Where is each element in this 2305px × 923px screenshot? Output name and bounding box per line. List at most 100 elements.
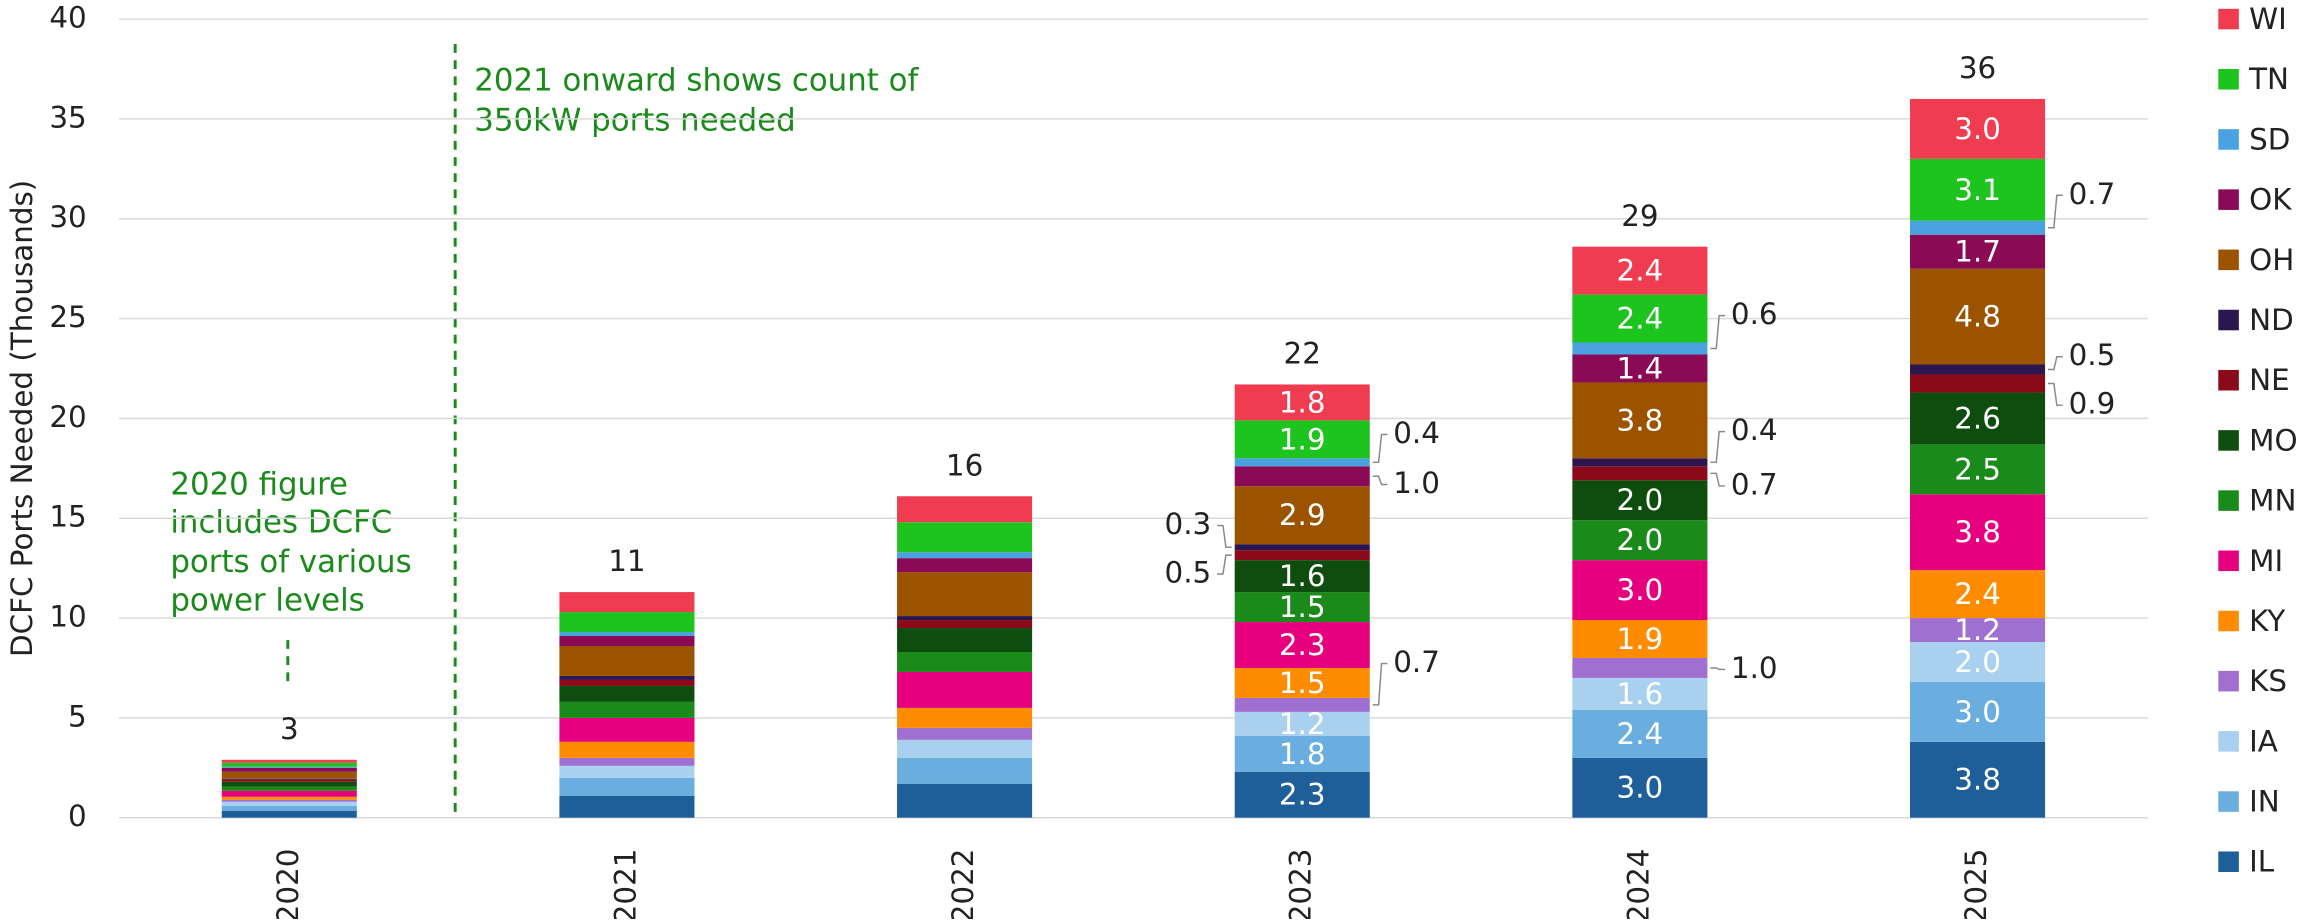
bar-segment xyxy=(1572,354,1708,383)
bar-segment xyxy=(1910,642,2046,682)
leader-line xyxy=(1710,430,1726,464)
total-label: 36 xyxy=(1959,51,1996,85)
bar-segment xyxy=(1572,657,1708,678)
bar-segment xyxy=(1572,458,1708,467)
y-tick-label: 20 xyxy=(49,400,86,434)
bar-segment xyxy=(1572,480,1708,521)
bar-segment xyxy=(221,801,357,806)
bar-segment xyxy=(1234,550,1370,561)
bar-segment xyxy=(897,522,1033,553)
bar-segment xyxy=(221,805,357,811)
bar-segment xyxy=(1572,294,1708,343)
bar-segment xyxy=(1572,466,1708,481)
leader-line xyxy=(1372,475,1388,486)
bar-segment xyxy=(1910,268,2046,365)
data-label: 0.9 xyxy=(2069,387,2116,421)
bar-segment xyxy=(559,592,695,613)
data-label: 1.2 xyxy=(1279,707,1326,741)
bar-segment xyxy=(559,777,695,796)
legend-swatch xyxy=(2218,249,2239,271)
data-label: 2.9 xyxy=(1279,498,1326,532)
bar-segment xyxy=(559,757,695,766)
data-label: 2.4 xyxy=(1617,254,1664,288)
total-label: 29 xyxy=(1621,199,1658,233)
bar-segment xyxy=(1910,234,2046,269)
x-tick-label: 2021 xyxy=(608,849,642,919)
data-label: 0.3 xyxy=(1165,507,1212,541)
bar-segment xyxy=(1234,667,1370,698)
legend-label: KY xyxy=(2249,604,2285,638)
bar-segment xyxy=(559,701,695,718)
data-label: 1.2 xyxy=(1954,613,2001,647)
legend-label: MI xyxy=(2249,544,2283,578)
bar-segment xyxy=(221,781,357,787)
y-tick-label: 5 xyxy=(68,699,87,733)
bar-segment xyxy=(221,778,357,780)
bar-segment xyxy=(1910,681,2046,742)
data-label: 1.0 xyxy=(1731,651,1778,685)
data-label: 1.6 xyxy=(1279,559,1326,593)
legend-swatch xyxy=(2218,791,2239,812)
annotation: 350kW ports needed xyxy=(474,102,795,138)
annotation: 2020 figure xyxy=(170,466,348,502)
bar-segment xyxy=(559,717,695,742)
bar-segment xyxy=(1910,741,2046,818)
data-label: 0.7 xyxy=(1393,645,1440,679)
data-label: 0.5 xyxy=(1165,556,1212,590)
bar-segment xyxy=(1910,374,2046,393)
data-label: 3.8 xyxy=(1954,763,2001,797)
bar-segment xyxy=(1910,364,2046,375)
legend-swatch xyxy=(2218,430,2239,451)
bar-segment xyxy=(559,675,695,680)
x-tick-label: 2020 xyxy=(271,849,305,919)
x-tick-label: 2023 xyxy=(1284,849,1318,919)
x-tick-label: 2025 xyxy=(1959,849,1993,919)
data-label: 0.4 xyxy=(1731,413,1778,447)
bar-segment xyxy=(897,757,1033,784)
legend-swatch xyxy=(2218,731,2239,752)
data-label: 2.0 xyxy=(1954,645,2001,679)
bar-segment xyxy=(221,796,357,800)
bar-segment xyxy=(1910,98,2046,159)
legend-swatch xyxy=(2218,851,2239,873)
bar-segment xyxy=(221,766,357,768)
bar-segment xyxy=(1910,220,2046,235)
legend-swatch xyxy=(2218,610,2239,632)
bar-segment xyxy=(559,741,695,758)
legend-label: TN xyxy=(2248,62,2289,96)
data-label: 3.8 xyxy=(1617,403,1664,437)
legend-label: OK xyxy=(2249,183,2292,217)
annotation: ports of various xyxy=(170,544,411,580)
bar-segment xyxy=(1572,520,1708,561)
bar-segment xyxy=(1572,342,1708,355)
leader-line xyxy=(2048,194,2063,229)
bar-segment xyxy=(1234,544,1370,551)
data-label: 0.7 xyxy=(2069,177,2116,211)
total-label: 11 xyxy=(608,544,645,578)
bar-segment xyxy=(897,783,1033,818)
legend-swatch xyxy=(2218,369,2239,391)
data-label: 0.4 xyxy=(1393,416,1440,450)
data-label: 1.6 xyxy=(1617,677,1664,711)
legend-label: IL xyxy=(2249,845,2275,879)
total-label: 3 xyxy=(280,712,299,746)
x-tick-label: 2022 xyxy=(946,849,980,919)
data-label: 2.5 xyxy=(1954,452,2001,486)
data-label: 1.9 xyxy=(1617,622,1664,656)
bar-segment xyxy=(221,799,357,802)
data-label: 3.0 xyxy=(1954,112,2001,146)
legend-label: MN xyxy=(2249,484,2296,518)
legend-label: KS xyxy=(2249,664,2287,698)
data-label: 3.8 xyxy=(1954,515,2001,549)
bar-segment xyxy=(897,552,1033,559)
leader-line xyxy=(2048,356,2063,371)
data-label: 1.0 xyxy=(1393,466,1440,500)
bar-segment xyxy=(1234,771,1370,818)
legend-swatch xyxy=(2218,490,2239,511)
data-label: 2.0 xyxy=(1617,483,1664,517)
total-label: 22 xyxy=(1284,337,1321,371)
bar-segment xyxy=(1910,570,2046,619)
legend-swatch xyxy=(2218,8,2239,30)
bar-segment xyxy=(221,779,357,782)
bar-segment xyxy=(1234,466,1370,487)
